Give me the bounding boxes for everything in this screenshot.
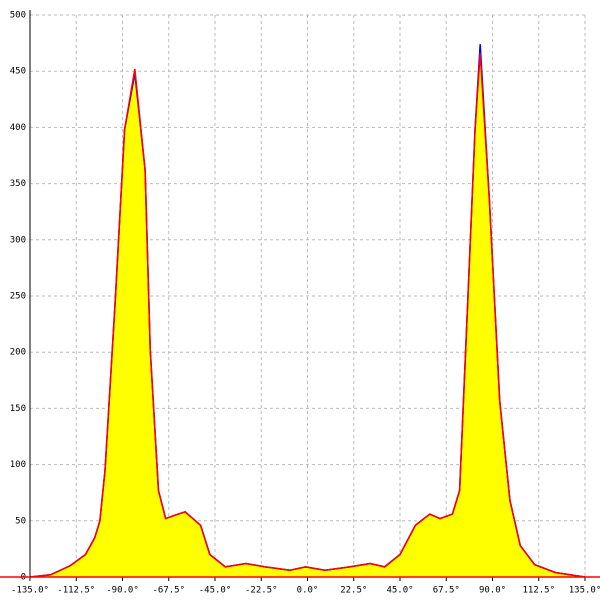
x-tick-label: 67.5° [433, 586, 460, 596]
y-tick-label: 500 [10, 11, 26, 21]
y-tick-label: 400 [10, 123, 26, 133]
x-tick-label: -22.5° [245, 586, 278, 596]
x-tick-label: 90.0° [479, 586, 506, 596]
x-tick-label: -45.0° [199, 586, 232, 596]
y-tick-label: 350 [10, 179, 26, 189]
x-tick-label: -135.0° [11, 586, 49, 596]
x-tick-label: -112.5° [57, 586, 95, 596]
y-tick-label: 50 [15, 516, 26, 526]
series-line [29, 53, 586, 578]
area-fill [30, 53, 585, 577]
x-tick-label: 112.5° [522, 586, 555, 596]
x-tick-label: 135.0° [569, 586, 600, 596]
x-tick-label: -67.5° [152, 586, 185, 596]
x-tick-label: 22.5° [340, 586, 367, 596]
y-tick-label: 150 [10, 404, 26, 414]
y-tick-label: 450 [10, 67, 26, 77]
x-tick-label: -90.0° [106, 586, 139, 596]
y-tick-label: 250 [10, 292, 26, 302]
y-tick-label: 200 [10, 348, 26, 358]
x-tick-label: 0.0° [297, 586, 319, 596]
y-tick-label: 300 [10, 235, 26, 245]
y-tick-label: 100 [10, 460, 26, 470]
x-tick-label: 45.0° [386, 586, 413, 596]
